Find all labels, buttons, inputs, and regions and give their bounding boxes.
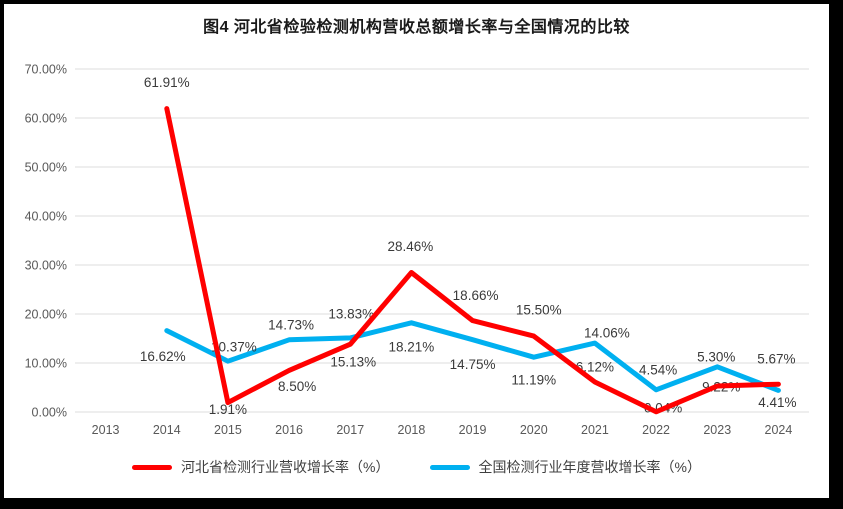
legend: 河北省检测行业营收增长率（%） 全国检测行业年度营收增长率（%） [4, 456, 829, 478]
x-tick-label: 2024 [765, 423, 793, 437]
x-tick-label: 2015 [214, 423, 242, 437]
y-tick-label: 70.00% [25, 63, 67, 77]
chart-area: 图4 河北省检验检测机构营收总额增长率与全国情况的比较 0.00% 10.00% 2… [4, 4, 829, 498]
national-series-line [164, 320, 781, 393]
x-tick-label: 2019 [459, 423, 487, 437]
x-tick-label: 2020 [520, 423, 548, 437]
y-tick-label: 50.00% [25, 161, 67, 175]
x-tick-label: 2022 [642, 423, 670, 437]
national-data-label: 4.41% [758, 395, 796, 410]
line-chart: 0.00% 10.00% 20.00% 30.00% 40.00% 50.00% 60.00… [25, 63, 809, 437]
national-data-label: 16.62% [140, 349, 186, 364]
national-data-label: 14.06% [584, 326, 630, 341]
legend-label-national: 全国检测行业年度营收增长率（%） [478, 459, 701, 475]
x-tick-label: 2017 [336, 423, 364, 437]
hebei-data-label: 5.67% [757, 352, 795, 367]
x-tick-label: 2021 [581, 423, 609, 437]
hebei-data-label: 5.30% [697, 350, 735, 365]
y-tick-label: 0.00% [32, 406, 67, 420]
x-tick-label: 2023 [703, 423, 731, 437]
legend-item-national: 全国检测行业年度营收增长率（%） [429, 457, 701, 477]
national-data-label: 11.19% [511, 373, 556, 388]
blue-line-swatch [429, 464, 470, 470]
national-data-label: 15.13% [330, 354, 376, 369]
x-tick-label: 2018 [398, 423, 426, 437]
national-data-label: 18.21% [389, 339, 435, 354]
national-data-label: 14.73% [268, 317, 314, 332]
national-data-label: 10.37% [211, 340, 257, 355]
y-tick-label: 10.00% [25, 357, 67, 371]
hebei-data-label: 28.46% [388, 239, 434, 254]
legend-label-hebei: 河北省检测行业营收增长率（%） [181, 459, 390, 475]
y-tick-label: 40.00% [25, 210, 67, 224]
x-tick-label: 2014 [153, 423, 181, 437]
x-tick-label: 2016 [275, 423, 303, 437]
y-tick-label: 30.00% [25, 259, 67, 273]
legend-item-hebei: 河北省检测行业营收增长率（%） [132, 457, 390, 477]
y-tick-label: 20.00% [25, 308, 67, 322]
hebei-series-line [164, 106, 781, 415]
hebei-data-label: 18.66% [453, 288, 499, 303]
hebei-data-label: 6.12% [576, 360, 614, 375]
y-tick-label: 60.00% [25, 112, 67, 126]
hebei-data-label: 13.83% [328, 307, 374, 322]
hebei-data-label: 8.50% [278, 379, 316, 394]
red-line-swatch [132, 464, 173, 470]
hebei-data-label: 61.91% [144, 75, 190, 90]
hebei-data-label: 15.50% [516, 303, 562, 318]
chart-title: 图4 河北省检验检测机构营收总额增长率与全国情况的比较 [203, 19, 630, 36]
national-data-label: 4.54% [639, 362, 677, 377]
hebei-data-label: 1.91% [209, 402, 247, 417]
x-tick-label: 2013 [92, 423, 120, 437]
national-data-label: 14.75% [450, 357, 496, 372]
